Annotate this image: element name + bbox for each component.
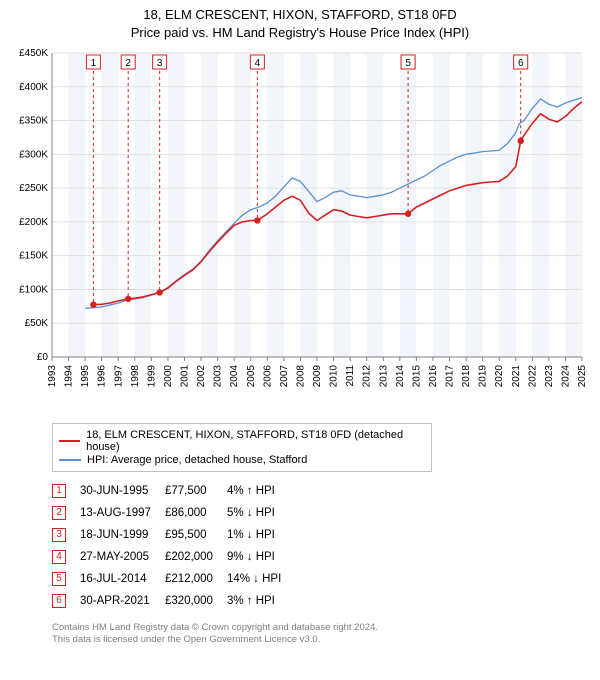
svg-text:2005: 2005 [246, 365, 257, 388]
sale-hpi-delta: 14% ↓ HPI [227, 568, 295, 590]
svg-text:2019: 2019 [478, 365, 489, 388]
svg-text:1994: 1994 [64, 365, 75, 388]
sale-marker-num: 2 [52, 502, 80, 524]
svg-text:2000: 2000 [163, 365, 174, 388]
svg-text:1997: 1997 [113, 365, 124, 388]
sale-hpi-delta: 4% ↑ HPI [227, 480, 295, 502]
svg-text:6: 6 [518, 58, 524, 69]
svg-text:2004: 2004 [229, 365, 240, 388]
sale-date: 27-MAY-2005 [80, 546, 165, 568]
svg-text:£200K: £200K [19, 217, 48, 228]
svg-text:2010: 2010 [329, 365, 340, 388]
svg-text:2012: 2012 [362, 365, 373, 388]
table-row: 213-AUG-1997£86,0005% ↓ HPI [52, 502, 295, 524]
svg-text:2009: 2009 [312, 365, 323, 388]
attribution-footer: Contains HM Land Registry data © Crown c… [52, 622, 590, 647]
svg-text:1999: 1999 [146, 365, 157, 388]
svg-text:1998: 1998 [130, 365, 141, 388]
svg-text:1996: 1996 [97, 365, 108, 388]
legend-label: HPI: Average price, detached house, Staf… [87, 454, 307, 466]
footer-line-2: This data is licensed under the Open Gov… [52, 634, 590, 646]
svg-text:2008: 2008 [295, 365, 306, 388]
svg-text:1: 1 [91, 58, 97, 69]
sale-date: 13-AUG-1997 [80, 502, 165, 524]
legend-swatch [59, 440, 80, 442]
svg-text:£300K: £300K [19, 149, 48, 160]
table-row: 516-JUL-2014£212,00014% ↓ HPI [52, 568, 295, 590]
svg-text:2003: 2003 [213, 365, 224, 388]
table-row: 427-MAY-2005£202,0009% ↓ HPI [52, 546, 295, 568]
title-line-1: 18, ELM CRESCENT, HIXON, STAFFORD, ST18 … [10, 6, 590, 24]
sale-hpi-delta: 9% ↓ HPI [227, 546, 295, 568]
sale-marker-num: 5 [52, 568, 80, 590]
sales-table: 130-JUN-1995£77,5004% ↑ HPI213-AUG-1997£… [52, 480, 295, 612]
svg-text:2007: 2007 [279, 365, 290, 388]
title-line-2: Price paid vs. HM Land Registry's House … [10, 24, 590, 42]
svg-text:1993: 1993 [47, 365, 58, 388]
svg-text:2: 2 [125, 58, 131, 69]
svg-text:2001: 2001 [180, 365, 191, 388]
legend-row: HPI: Average price, detached house, Staf… [59, 454, 425, 466]
svg-text:£150K: £150K [19, 251, 48, 262]
svg-text:2024: 2024 [560, 365, 571, 388]
svg-text:1995: 1995 [80, 365, 91, 388]
svg-text:£450K: £450K [19, 48, 48, 59]
sale-price: £86,000 [165, 502, 227, 524]
sale-date: 18-JUN-1999 [80, 524, 165, 546]
sale-price: £95,500 [165, 524, 227, 546]
svg-text:3: 3 [157, 58, 163, 69]
sale-date: 30-APR-2021 [80, 590, 165, 612]
sale-price: £320,000 [165, 590, 227, 612]
svg-text:£250K: £250K [19, 183, 48, 194]
sale-price: £212,000 [165, 568, 227, 590]
sale-marker-num: 3 [52, 524, 80, 546]
svg-text:2018: 2018 [461, 365, 472, 388]
svg-text:4: 4 [255, 58, 261, 69]
sale-price: £77,500 [165, 480, 227, 502]
table-row: 630-APR-2021£320,0003% ↑ HPI [52, 590, 295, 612]
svg-text:2013: 2013 [378, 365, 389, 388]
sale-marker-num: 1 [52, 480, 80, 502]
svg-text:5: 5 [405, 58, 411, 69]
sale-hpi-delta: 3% ↑ HPI [227, 590, 295, 612]
svg-text:2022: 2022 [527, 365, 538, 388]
price-chart: £0 £50K £100K £150K £200K £250K £300K £350K £400… [10, 45, 590, 415]
svg-text:2014: 2014 [395, 365, 406, 388]
chart-title: 18, ELM CRESCENT, HIXON, STAFFORD, ST18 … [10, 6, 590, 41]
svg-text:2011: 2011 [345, 365, 356, 387]
svg-text:2023: 2023 [544, 365, 555, 388]
chart-legend: 18, ELM CRESCENT, HIXON, STAFFORD, ST18 … [52, 423, 432, 472]
svg-text:2025: 2025 [577, 365, 588, 388]
sale-marker-num: 4 [52, 546, 80, 568]
legend-row: 18, ELM CRESCENT, HIXON, STAFFORD, ST18 … [59, 429, 425, 453]
sale-price: £202,000 [165, 546, 227, 568]
svg-text:£100K: £100K [19, 285, 48, 296]
svg-text:£400K: £400K [19, 82, 48, 93]
sale-hpi-delta: 1% ↓ HPI [227, 524, 295, 546]
svg-text:2002: 2002 [196, 365, 207, 388]
svg-text:£350K: £350K [19, 116, 48, 127]
sale-date: 30-JUN-1995 [80, 480, 165, 502]
legend-label: 18, ELM CRESCENT, HIXON, STAFFORD, ST18 … [86, 429, 425, 453]
svg-text:2015: 2015 [411, 365, 422, 388]
sale-marker-num: 6 [52, 590, 80, 612]
sale-date: 16-JUL-2014 [80, 568, 165, 590]
footer-line-1: Contains HM Land Registry data © Crown c… [52, 622, 590, 634]
table-row: 318-JUN-1999£95,5001% ↓ HPI [52, 524, 295, 546]
svg-text:2021: 2021 [511, 365, 522, 388]
svg-text:2016: 2016 [428, 365, 439, 388]
svg-text:2017: 2017 [445, 365, 456, 388]
table-row: 130-JUN-1995£77,5004% ↑ HPI [52, 480, 295, 502]
svg-text:2020: 2020 [494, 365, 505, 388]
svg-text:£0: £0 [37, 352, 49, 363]
legend-swatch [59, 459, 81, 461]
svg-text:2006: 2006 [262, 365, 273, 388]
sale-hpi-delta: 5% ↓ HPI [227, 502, 295, 524]
svg-text:£50K: £50K [25, 318, 49, 329]
